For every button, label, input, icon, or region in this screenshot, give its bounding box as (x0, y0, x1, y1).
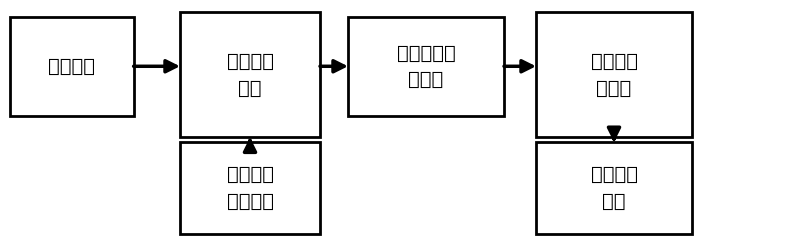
Bar (536, 142, 692, 234)
Text: 相移电子
散斑干涉: 相移电子 散斑干涉 (226, 165, 274, 211)
Bar (180, 12, 320, 137)
Text: 计算芯片
寿命: 计算芯片 寿命 (590, 165, 638, 211)
Bar (10, 17, 134, 116)
Text: 温度控制: 温度控制 (48, 57, 95, 76)
Bar (348, 17, 504, 116)
Bar (180, 142, 320, 234)
Text: 封装表面离
面位移: 封装表面离 面位移 (397, 44, 455, 89)
Text: 集成电路
试件: 集成电路 试件 (226, 52, 274, 97)
Bar (536, 12, 692, 137)
Text: 计算失效
激活能: 计算失效 激活能 (590, 52, 638, 97)
